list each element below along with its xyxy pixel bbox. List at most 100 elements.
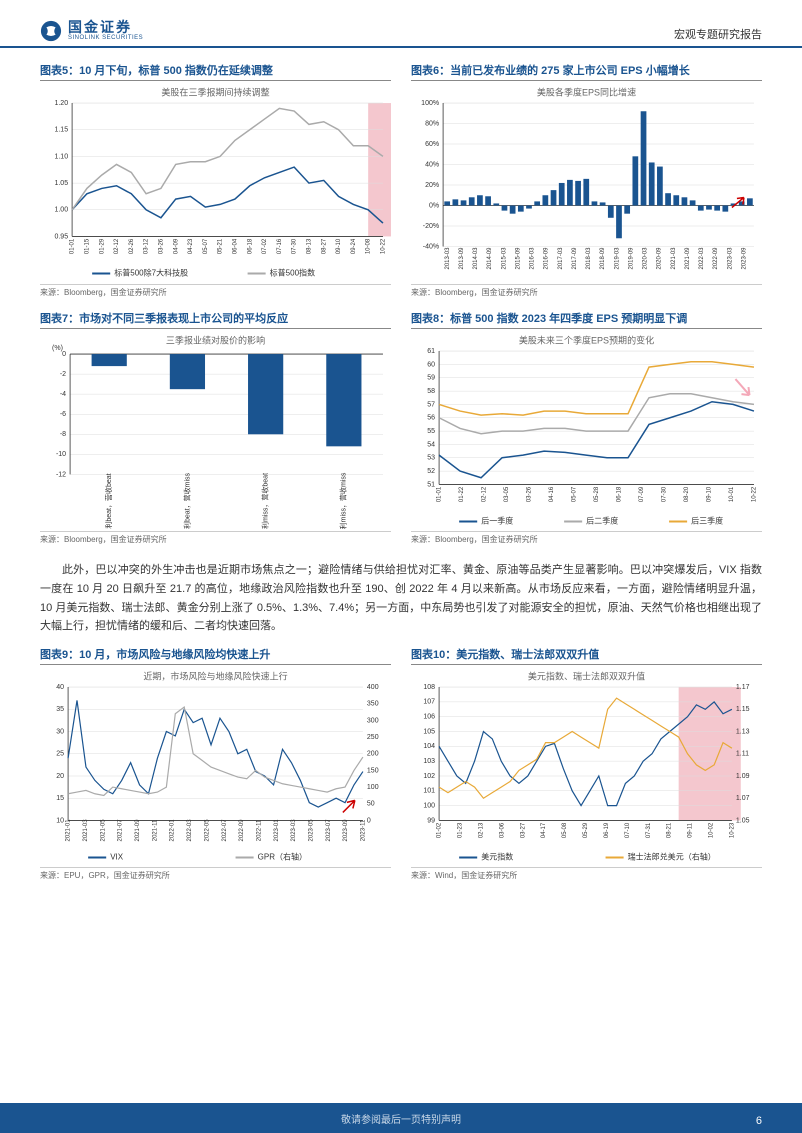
svg-text:2019-03: 2019-03 xyxy=(614,247,620,270)
chart-6-svg: 美股各季度EPS同比增速-40%-20%0%20%40%60%80%100%20… xyxy=(411,81,762,282)
chart-7: 图表7：市场对不同三季报表现上市公司的平均反应 三季报业绩对股价的影响(%)-1… xyxy=(40,310,391,556)
svg-text:-4: -4 xyxy=(60,391,66,398)
svg-text:03-26: 03-26 xyxy=(159,238,165,254)
svg-text:05-29: 05-29 xyxy=(583,822,589,838)
chart-5: 图表5：10 月下旬，标普 500 指数仍在延续调整 美股在三季报期间持续调整0… xyxy=(40,62,391,308)
chart-7-source: 来源：Bloomberg，国金证券研究所 xyxy=(40,531,391,545)
svg-text:2023-03: 2023-03 xyxy=(291,819,297,842)
svg-text:2023-07: 2023-07 xyxy=(326,819,332,842)
svg-text:20%: 20% xyxy=(425,182,439,189)
svg-text:1.05: 1.05 xyxy=(54,180,68,187)
svg-text:标普500指数: 标普500指数 xyxy=(270,268,315,278)
svg-text:GPR（右轴）: GPR（右轴） xyxy=(258,852,307,862)
svg-text:51: 51 xyxy=(427,481,435,488)
svg-text:2021-07: 2021-07 xyxy=(118,819,124,842)
svg-text:2022-09: 2022-09 xyxy=(713,247,719,270)
svg-text:2016-09: 2016-09 xyxy=(544,247,550,270)
svg-text:61: 61 xyxy=(427,347,435,354)
svg-text:10-02: 10-02 xyxy=(709,822,715,838)
svg-text:2019-09: 2019-09 xyxy=(628,247,634,270)
svg-text:102: 102 xyxy=(423,773,435,780)
svg-text:53: 53 xyxy=(427,454,435,461)
svg-text:100: 100 xyxy=(367,784,379,791)
svg-text:150: 150 xyxy=(367,767,379,774)
svg-text:1.17: 1.17 xyxy=(736,684,750,691)
logo-block: 国金证券 SINOLINK SECURITIES xyxy=(40,20,143,42)
svg-text:107: 107 xyxy=(423,699,435,706)
svg-text:58: 58 xyxy=(427,387,435,394)
svg-text:1.13: 1.13 xyxy=(736,728,750,735)
svg-text:2021-01: 2021-01 xyxy=(66,819,72,842)
svg-text:05-07: 05-07 xyxy=(572,486,578,502)
svg-text:09-24: 09-24 xyxy=(351,238,357,254)
svg-text:2023-01: 2023-01 xyxy=(274,819,280,842)
svg-text:25: 25 xyxy=(56,750,64,757)
svg-text:50: 50 xyxy=(367,800,375,807)
svg-text:01-02: 01-02 xyxy=(437,822,443,838)
svg-text:03-06: 03-06 xyxy=(499,822,505,838)
svg-text:2022-09: 2022-09 xyxy=(239,819,245,842)
svg-text:2018-03: 2018-03 xyxy=(586,247,592,270)
page-header: 国金证券 SINOLINK SECURITIES 宏观专题研究报告 xyxy=(0,0,802,48)
svg-text:02-26: 02-26 xyxy=(129,238,135,254)
svg-text:10: 10 xyxy=(56,817,64,824)
svg-text:06-18: 06-18 xyxy=(617,486,623,502)
svg-text:03-12: 03-12 xyxy=(144,238,150,254)
svg-text:美股各季度EPS同比增速: 美股各季度EPS同比增速 xyxy=(537,86,636,97)
svg-text:09-10: 09-10 xyxy=(336,238,342,254)
svg-text:07-16: 07-16 xyxy=(277,238,283,254)
svg-text:05-08: 05-08 xyxy=(562,822,568,838)
svg-text:10-22: 10-22 xyxy=(752,486,758,502)
svg-text:01-15: 01-15 xyxy=(84,238,90,254)
svg-text:05-28: 05-28 xyxy=(594,486,600,502)
svg-text:2013-09: 2013-09 xyxy=(459,247,465,270)
svg-text:-12: -12 xyxy=(56,471,66,478)
svg-text:盈利beat，营收miss: 盈利beat，营收miss xyxy=(182,472,191,529)
svg-text:-6: -6 xyxy=(60,411,66,418)
svg-text:后二季度: 后二季度 xyxy=(586,515,618,525)
chart-8-title: 图表8：标普 500 指数 2023 年四季度 EPS 预期明显下调 xyxy=(411,310,762,329)
svg-text:07-10: 07-10 xyxy=(625,822,631,838)
svg-text:1.15: 1.15 xyxy=(736,706,750,713)
svg-text:瑞士法郎兑美元（右轴）: 瑞士法郎兑美元（右轴） xyxy=(628,852,716,862)
svg-text:01-22: 01-22 xyxy=(459,486,465,502)
svg-text:2014-03: 2014-03 xyxy=(473,247,479,270)
svg-text:0: 0 xyxy=(62,350,66,357)
svg-text:2023-11: 2023-11 xyxy=(361,819,367,841)
svg-text:10-23: 10-23 xyxy=(730,822,736,838)
svg-text:-10: -10 xyxy=(56,451,66,458)
chart-5-svg: 美股在三季报期间持续调整0.951.001.051.101.151.2001-0… xyxy=(40,81,391,282)
svg-text:200: 200 xyxy=(367,750,379,757)
svg-text:02-13: 02-13 xyxy=(479,822,485,838)
svg-text:06-04: 06-04 xyxy=(233,238,239,254)
svg-text:2022-01: 2022-01 xyxy=(170,819,176,842)
svg-text:60: 60 xyxy=(427,361,435,368)
svg-text:三季报业绩对股价的影响: 三季报业绩对股价的影响 xyxy=(166,334,265,345)
svg-text:01-01: 01-01 xyxy=(437,486,443,502)
svg-text:08-13: 08-13 xyxy=(307,238,313,254)
svg-text:350: 350 xyxy=(367,700,379,707)
svg-text:40: 40 xyxy=(56,684,64,691)
svg-text:100: 100 xyxy=(423,802,435,809)
svg-text:2015-03: 2015-03 xyxy=(501,247,507,270)
chart-6-source: 来源：Bloomberg，国金证券研究所 xyxy=(411,284,762,298)
svg-text:02-12: 02-12 xyxy=(114,238,120,254)
chart-6-title: 图表6：当前已发布业绩的 275 家上市公司 EPS 小幅增长 xyxy=(411,62,762,81)
svg-text:09-10: 09-10 xyxy=(707,486,713,502)
svg-text:09-11: 09-11 xyxy=(688,822,694,838)
chart-9-source: 来源：EPU，GPR，国金证券研究所 xyxy=(40,867,391,881)
svg-text:10-22: 10-22 xyxy=(381,238,387,254)
chart-5-source: 来源：Bloomberg，国金证券研究所 xyxy=(40,284,391,298)
chart-8: 图表8：标普 500 指数 2023 年四季度 EPS 预期明显下调 美股未来三… xyxy=(411,310,762,556)
svg-text:57: 57 xyxy=(427,401,435,408)
svg-text:2022-07: 2022-07 xyxy=(222,819,228,842)
svg-text:标普500除7大科技股: 标普500除7大科技股 xyxy=(114,268,188,278)
svg-text:2023-09: 2023-09 xyxy=(343,819,349,842)
svg-text:2013-03: 2013-03 xyxy=(445,247,451,270)
chart-6: 图表6：当前已发布业绩的 275 家上市公司 EPS 小幅增长 美股各季度EPS… xyxy=(411,62,762,308)
chart-10: 图表10：美元指数、瑞士法郎双双升值 美元指数、瑞士法郎双双升值99100101… xyxy=(411,646,762,892)
svg-text:08-20: 08-20 xyxy=(684,486,690,502)
header-subtitle: 宏观专题研究报告 xyxy=(674,26,762,42)
page-number: 6 xyxy=(756,1115,762,1127)
svg-text:2017-03: 2017-03 xyxy=(558,247,564,270)
